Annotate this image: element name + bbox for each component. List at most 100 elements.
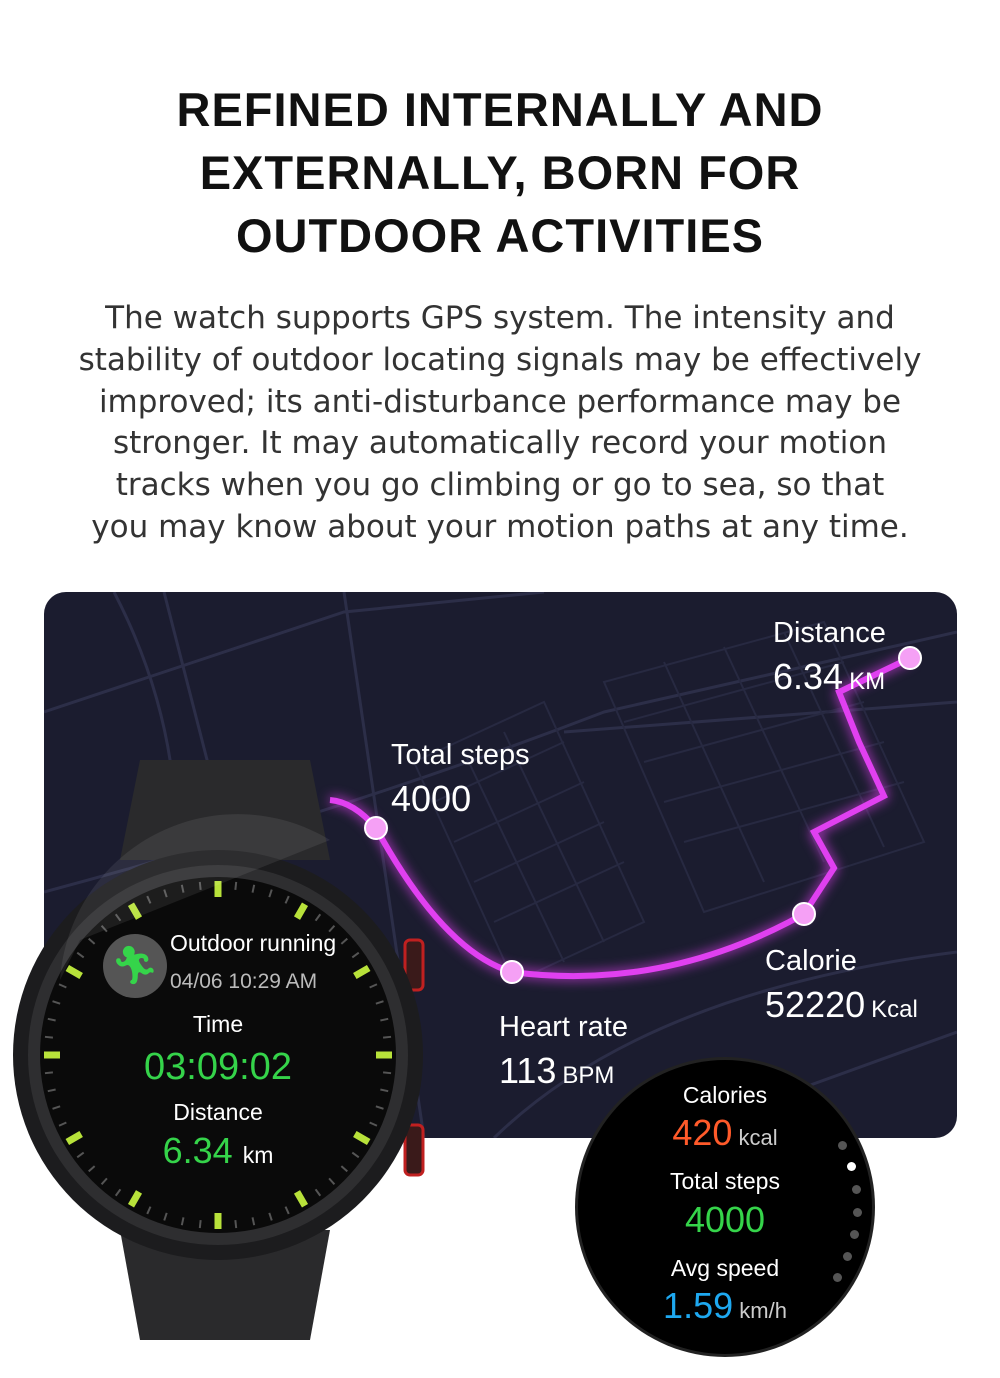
bezel-minor-tick [340, 937, 348, 945]
distance-unit-watch: km [242, 1142, 274, 1168]
description-line: you may know about your motion paths at … [91, 508, 909, 545]
bezel-minor-tick [340, 1165, 348, 1173]
total-steps-value: 4000 [684, 1199, 766, 1240]
route-point-steps [364, 816, 388, 840]
bezel-minor-tick [284, 1206, 290, 1215]
calorie-value: 52220 Kcal [765, 984, 918, 1026]
bezel-minor-tick [198, 1219, 202, 1229]
bezel-minor-tick [146, 895, 152, 904]
bezel-major-tick [353, 964, 371, 980]
bezel-minor-tick [47, 1017, 56, 1022]
headline: REFINED INTERNALLY AND EXTERNALLY, BORN … [0, 78, 1000, 267]
bezel-minor-tick [88, 1165, 96, 1173]
bezel-minor-tick [76, 1151, 85, 1159]
distance-unit: KM [849, 668, 886, 695]
calories-number: 420 [672, 1112, 733, 1153]
bezel-major-tick [127, 902, 143, 920]
heart-rate-unit: BPM [562, 1062, 615, 1089]
bezel-minor-tick [351, 1151, 360, 1159]
distance-label: Distance [773, 617, 886, 649]
bezel-major-tick [293, 1190, 309, 1208]
bezel-major-tick [65, 1130, 83, 1146]
bezel-minor-tick [88, 937, 96, 945]
description-line: tracks when you go climbing or go to sea… [115, 467, 885, 504]
headline-line: OUTDOOR ACTIVITIES [235, 209, 765, 262]
calorie-unit: Kcal [871, 996, 918, 1023]
total-steps-label: Total steps [670, 1168, 780, 1194]
description-line: stability of outdoor locating signals ma… [78, 341, 922, 378]
bezel-major-tick [293, 902, 309, 920]
bezel-minor-tick [380, 1088, 389, 1093]
bezel-minor-tick [382, 1071, 392, 1075]
description-line: stronger. It may automatically record yo… [112, 425, 888, 462]
calorie-number: 52220 [765, 984, 866, 1025]
distance-value: 6.34 KM [773, 656, 885, 698]
route-point-calorie [792, 902, 816, 926]
page-dot [846, 1162, 856, 1172]
bezel-minor-tick [58, 1121, 67, 1127]
route-path [329, 646, 922, 984]
page-dot [843, 1252, 853, 1262]
headline-line: REFINED INTERNALLY AND [176, 83, 824, 136]
bezel-minor-tick [44, 1035, 54, 1039]
bezel-minor-tick [314, 1188, 322, 1197]
bezel-minor-tick [369, 983, 378, 989]
bezel-minor-tick [100, 925, 108, 933]
bezel-minor-tick [52, 1105, 61, 1110]
stats-screen [578, 1060, 872, 1354]
bezel-minor-tick [382, 1035, 392, 1039]
bezel-minor-tick [314, 913, 322, 922]
distance-number-watch: 6.34 [162, 1130, 233, 1171]
bezel-minor-tick [380, 1017, 389, 1022]
time-label: Time [192, 1011, 244, 1037]
bezel-minor-tick [47, 1088, 56, 1093]
bezel-minor-tick [351, 951, 360, 959]
heart-rate-value: 113 BPM [499, 1050, 614, 1092]
avg-speed-unit: km/h [739, 1298, 787, 1323]
bezel-minor-tick [163, 1212, 168, 1221]
heart-rate-label: Heart rate [499, 1011, 628, 1043]
calories-label: Calories [682, 1082, 768, 1108]
page-dot [851, 1184, 861, 1194]
bezel-minor-tick [100, 1177, 108, 1185]
headline-line: EXTERNALLY, BORN FOR [199, 146, 801, 199]
calories-unit: kcal [738, 1125, 778, 1150]
description: The watch supports GPS system. The inten… [0, 298, 1000, 549]
description-line: improved; its anti-disturbance performan… [98, 383, 902, 420]
activity-name: Outdoor running [170, 930, 337, 956]
bezel-minor-tick [369, 1121, 378, 1127]
bezel-minor-tick [375, 1000, 384, 1005]
route-point-heart-rate [500, 960, 524, 984]
bezel-minor-tick [52, 1000, 61, 1005]
bezel-minor-tick [180, 1217, 185, 1226]
bezel-minor-tick [180, 884, 185, 893]
calorie-label: Calorie [765, 945, 857, 977]
heart-rate-number: 113 [499, 1050, 557, 1091]
bezel-minor-tick [114, 913, 122, 922]
bezel-minor-tick [58, 983, 67, 989]
bezel-minor-tick [76, 951, 85, 959]
activity-datetime: 04/06 10:29 AM [170, 970, 318, 993]
bezel-minor-tick [268, 889, 273, 898]
distance-label-watch: Distance [173, 1099, 263, 1125]
avg-speed-number: 1.59 [663, 1285, 734, 1326]
description-line: The watch supports GPS system. The inten… [105, 300, 895, 336]
avg-speed-label: Avg speed [670, 1255, 780, 1281]
bezel-minor-tick [114, 1188, 122, 1197]
page-dot [837, 1141, 847, 1151]
page-dot [852, 1207, 862, 1217]
time-value: 03:09:02 [144, 1046, 292, 1088]
calories-value: 420 kcal [578, 1112, 872, 1154]
bezel-major-tick [127, 1190, 143, 1208]
bezel-minor-tick [163, 889, 168, 898]
bezel-minor-tick [251, 884, 256, 893]
bezel-minor-tick [375, 1105, 384, 1110]
steps-label: Total steps [391, 739, 530, 771]
distance-number: 6.34 [773, 656, 844, 697]
steps-value: 4000 [391, 778, 472, 819]
bezel-minor-tick [251, 1217, 256, 1226]
bezel-minor-tick [284, 895, 290, 904]
bezel-major-tick [353, 1130, 371, 1146]
bezel-minor-tick [198, 881, 202, 891]
bezel-minor-tick [44, 1071, 54, 1075]
